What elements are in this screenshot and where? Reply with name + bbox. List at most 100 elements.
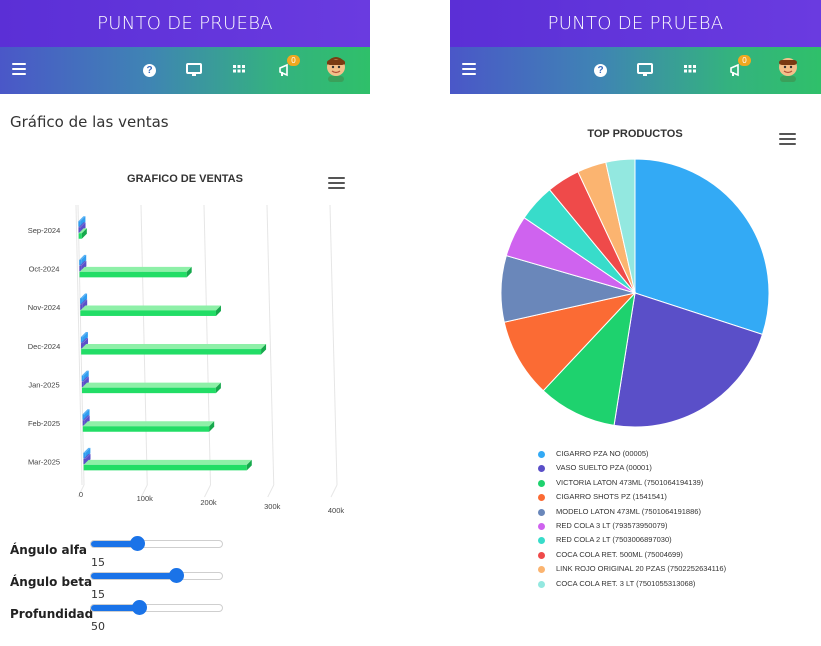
section-title: Gráfico de las ventas [10,113,169,131]
category-label: Sep-2024 [28,226,61,235]
bar-chart-categories: Sep-2024 Oct-2024 Nov-2024 Dec-2024 Jan-2025… [28,226,61,467]
category-label: Mar-2025 [28,458,60,467]
legend-color-dot [538,551,545,559]
bar-chart-x-ticks: 0 100k 200k 300k 400k [79,490,344,515]
bar [78,233,82,239]
bar-side [80,216,86,227]
bar-chart-title: GRAFICO DE VENTAS [127,173,243,185]
bar [81,375,84,382]
bar [83,458,86,465]
x-tick-label: 100k [137,494,154,503]
category-label: Dec-2024 [28,342,61,351]
menu-icon[interactable] [462,63,476,75]
bar [80,310,216,316]
slider-thumb[interactable] [129,536,145,551]
bar-side [261,344,267,355]
bar-chart-menu-icon[interactable] [328,177,345,190]
category-label: Feb-2025 [28,419,60,428]
grid-floor-line [330,484,338,498]
grid-line [77,204,85,486]
grid-icon[interactable] [682,62,698,78]
bar-top [83,447,91,453]
slider-label: Ángulo beta [10,575,93,589]
slider-label: Profundidad [10,607,94,621]
notifications-button[interactable]: 0 [729,55,751,78]
legend-label: COCA COLA RET. 3 LT (7501055313068) [556,578,696,588]
legend-color-dot [538,522,545,530]
legend-color-dot [538,465,545,473]
legend-color-dot [538,494,545,502]
nav-bar: ? 0 [0,47,370,94]
megaphone-icon [279,63,288,77]
bar [83,452,86,459]
slider-fill [91,605,140,611]
notification-badge: 0 [738,55,751,66]
megaphone-icon [730,63,739,77]
legend-label: RED COLA 2 LT (7503006897030) [556,535,672,545]
bar-chart-bars [78,216,267,471]
bar [82,426,210,432]
slider-thumb[interactable] [132,600,148,615]
bar-side [82,293,88,304]
bar [79,265,82,272]
slider-value: 50 [91,620,105,633]
grid-icon[interactable] [231,62,247,78]
slider-fill [91,573,177,579]
pie-slice [503,292,637,392]
grid-floor-line [140,484,148,498]
bar-chart-grid [75,204,338,498]
pie-slice [634,158,770,336]
bar-top [81,370,89,376]
bar-top [78,228,87,234]
legend-label: MODELO LATON 473ML (7501064191886) [556,506,701,516]
x-tick-label: 400k [328,506,345,515]
pie-chart-title: TOP PRODUCTOS [587,128,682,140]
grid-floor-line [267,484,275,498]
avatar-icon[interactable] [324,56,348,82]
bar [81,343,84,349]
monitor-icon[interactable] [186,62,202,78]
x-tick-label: 300k [264,502,281,511]
bar-side [246,459,252,471]
slider-track[interactable] [90,600,223,615]
bar-top [80,299,88,305]
legend-color-dot [538,508,545,516]
legend-label: RED COLA 3 LT (793573950079) [556,520,668,530]
bar-top [83,459,252,465]
help-icon[interactable]: ? [594,64,607,77]
top-products-pie-chart: TOP PRODUCTOS [500,128,770,428]
x-tick-label: 200k [200,498,217,507]
bar-side [215,305,221,316]
avatar-icon[interactable] [776,56,800,82]
bar-side [81,228,87,239]
help-icon[interactable]: ? [143,64,156,77]
bar-top [80,293,88,299]
bar [83,464,247,471]
legend-color-dot [538,580,545,588]
slider-thumb[interactable] [169,568,185,583]
bar [80,298,83,304]
legend-color-dot [538,479,545,487]
pie-slice [605,158,636,294]
notifications-button[interactable]: 0 [278,55,300,78]
bar-top [78,216,86,222]
slider-track[interactable] [90,568,223,583]
app-title: PUNTO DE PRUEBA [547,13,724,34]
bar-top [81,376,89,382]
bar-top [79,254,87,260]
bar [80,337,83,343]
monitor-icon[interactable] [637,62,653,78]
bar-top [82,409,90,415]
bar [78,221,81,227]
notification-badge: 0 [287,55,300,66]
app-title-bar: PUNTO DE PRUEBA [450,0,821,47]
slider-track[interactable] [90,536,223,551]
legend-label: VICTORIA LATON 473ML (7501064194139) [556,477,704,487]
bar-top [83,453,91,459]
legend-label: LINK ROJO ORIGINAL 20 PZAS (750225263411… [556,564,727,574]
bar [81,349,262,355]
nav-bar: ? 0 [450,47,821,94]
menu-icon[interactable] [12,63,26,75]
category-label: Jan-2025 [28,380,59,389]
pie-chart-menu-icon[interactable] [779,133,796,146]
